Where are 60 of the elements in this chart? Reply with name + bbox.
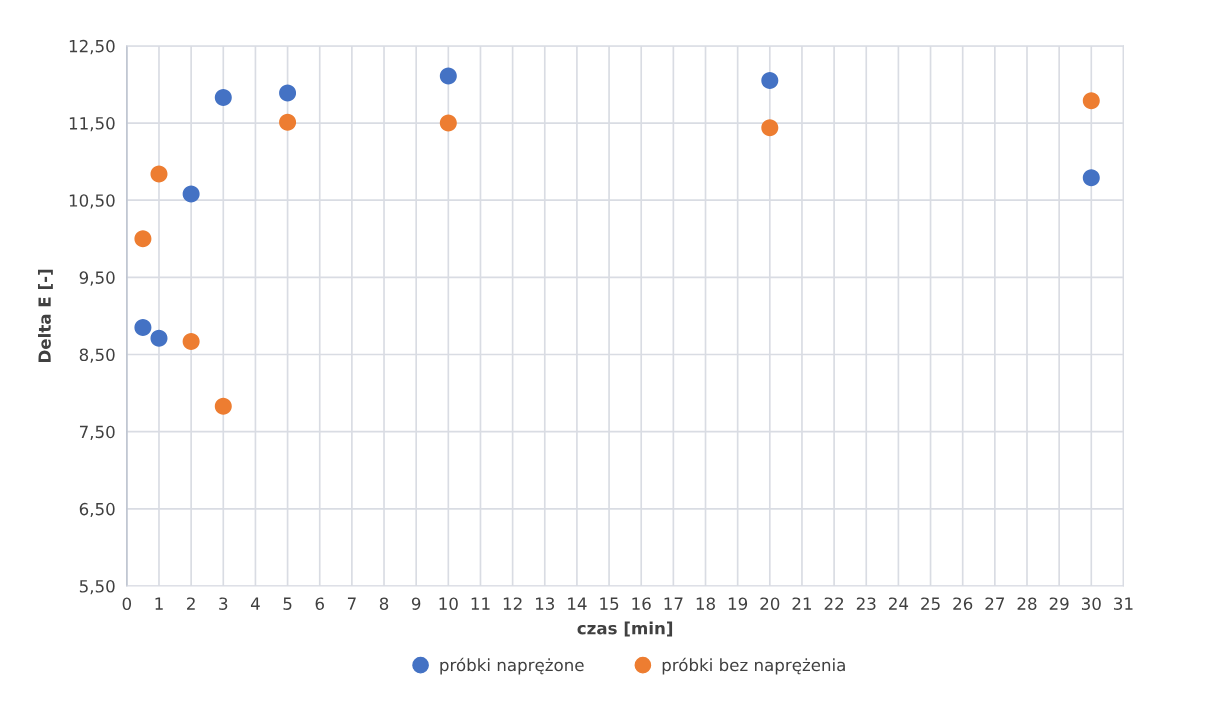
y-tick-label: 10,50 bbox=[69, 194, 115, 209]
point bbox=[279, 84, 297, 102]
x-tick-label: 13 bbox=[536, 597, 555, 610]
x-tick-label: 7 bbox=[347, 597, 356, 610]
y-tick-label: 9,50 bbox=[79, 271, 115, 286]
point bbox=[134, 319, 152, 337]
x-tick-label: 14 bbox=[568, 597, 587, 610]
x-tick-label: 29 bbox=[1049, 597, 1069, 610]
x-tick-label: 4 bbox=[250, 597, 260, 610]
x-tick-label: 21 bbox=[792, 597, 812, 610]
x-tick-label: 0 bbox=[122, 597, 132, 610]
y-tick-label: 6,50 bbox=[79, 502, 115, 518]
legend-label: próbki naprężone bbox=[440, 657, 584, 675]
x-tick-label: 16 bbox=[632, 597, 651, 610]
x-tick-label: 27 bbox=[985, 597, 1005, 610]
y-tick-label: 8,50 bbox=[79, 348, 115, 363]
x-tick-label: 12 bbox=[503, 597, 522, 610]
point bbox=[150, 329, 168, 347]
x-tick-label: 26 bbox=[953, 597, 973, 610]
x-tick-label: 3 bbox=[219, 597, 228, 610]
point bbox=[1082, 92, 1100, 110]
point bbox=[761, 119, 779, 137]
point bbox=[1082, 169, 1100, 187]
x-tick-label: 25 bbox=[921, 597, 940, 610]
x-tick-label: 6 bbox=[315, 597, 324, 610]
point bbox=[182, 332, 200, 350]
point bbox=[439, 67, 457, 85]
x-tick-label: 30 bbox=[1081, 597, 1101, 610]
x-tick-label: 20 bbox=[760, 597, 780, 610]
point bbox=[439, 114, 457, 132]
x-tick-label: 18 bbox=[696, 597, 715, 610]
x-tick-label: 23 bbox=[856, 597, 876, 610]
point bbox=[761, 72, 779, 90]
point bbox=[182, 185, 200, 203]
x-tick-label: 22 bbox=[824, 597, 844, 610]
y-tick-label: 5,50 bbox=[79, 579, 115, 595]
x-tick-label: 31 bbox=[1114, 597, 1133, 610]
x-tick-label: 24 bbox=[889, 597, 909, 610]
x-tick-label: 15 bbox=[600, 597, 619, 610]
point bbox=[279, 113, 297, 131]
x-tick-label: 5 bbox=[283, 597, 292, 610]
x-axis-title: czas [min] bbox=[577, 621, 673, 637]
y-tick-label: 11,50 bbox=[69, 117, 115, 132]
x-tick-label: 9 bbox=[411, 597, 421, 610]
x-tick-label: 17 bbox=[664, 597, 683, 610]
point bbox=[214, 89, 232, 107]
x-tick-label: 28 bbox=[1017, 597, 1037, 610]
y-tick-label: 7,50 bbox=[79, 425, 115, 440]
point bbox=[134, 230, 152, 248]
x-tick-label: 2 bbox=[187, 597, 195, 610]
point bbox=[214, 397, 232, 415]
legend-label: próbki bez naprężenia bbox=[662, 657, 845, 675]
y-tick-label: 12,50 bbox=[69, 39, 115, 55]
x-tick-label: 11 bbox=[471, 597, 490, 610]
point bbox=[150, 165, 168, 183]
x-tick-label: 19 bbox=[728, 597, 748, 610]
x-tick-label: 1 bbox=[155, 597, 163, 610]
x-tick-label: 8 bbox=[379, 597, 389, 610]
x-tick-label: 10 bbox=[439, 597, 458, 610]
y-axis-title: Delta E [-] bbox=[38, 269, 53, 363]
